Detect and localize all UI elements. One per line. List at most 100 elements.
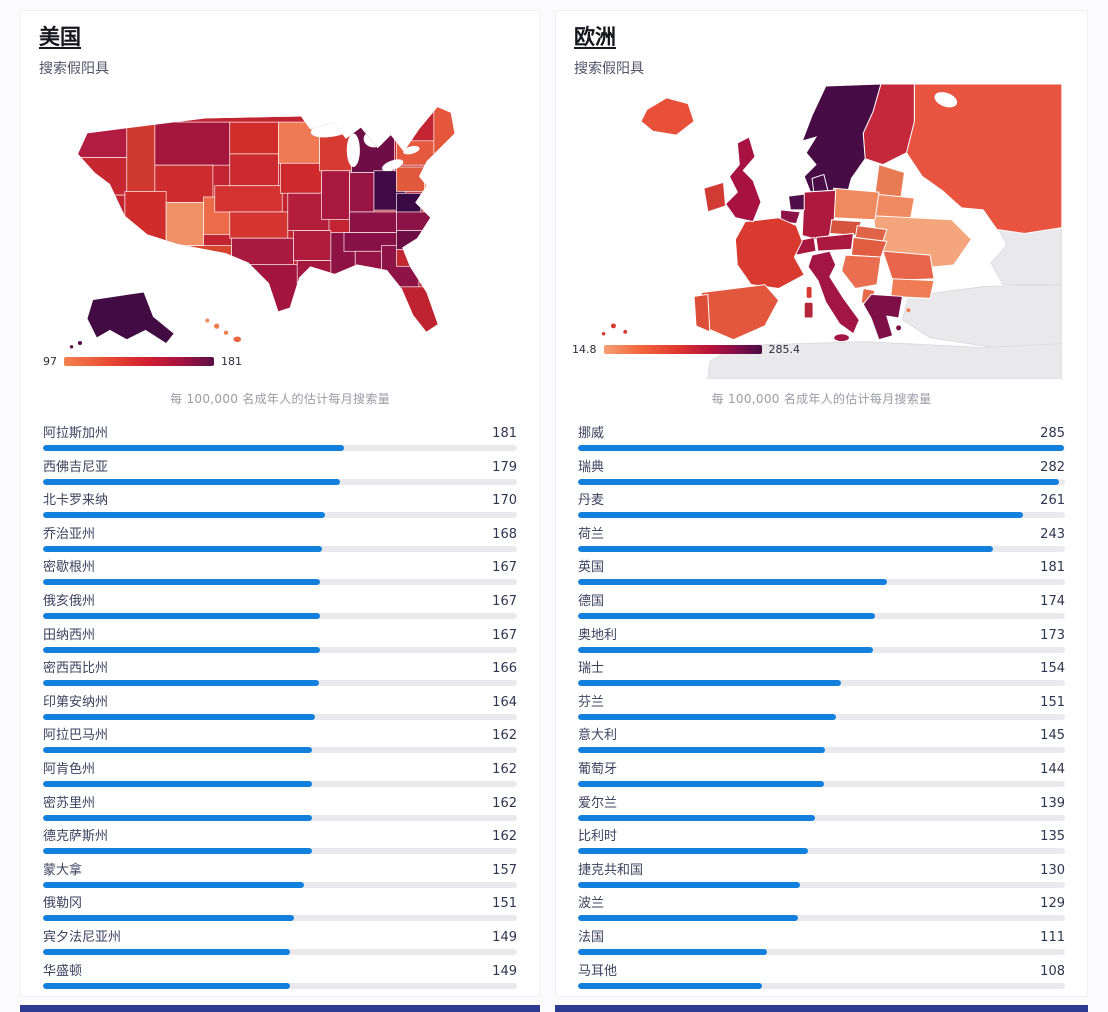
item-bar-track	[578, 747, 1065, 754]
item-label: 波兰	[578, 896, 605, 912]
item-value: 285	[1040, 426, 1065, 441]
item-value: 151	[492, 896, 517, 912]
list-item: 印第安纳州 164	[43, 694, 517, 728]
item-label: 西佛吉尼亚	[43, 459, 109, 475]
list-item: 波兰 129	[578, 895, 1065, 929]
item-bar-track	[578, 780, 1065, 787]
list-item: 瑞士 154	[578, 660, 1065, 694]
item-value: 111	[1040, 929, 1065, 945]
item-label: 英国	[578, 560, 605, 576]
list-item: 马耳他 108	[578, 963, 1065, 997]
item-bar-track	[43, 512, 517, 519]
item-bar-fill	[578, 848, 809, 855]
item-value: 167	[492, 560, 517, 576]
footer-strip-left	[20, 1005, 540, 1012]
item-bar-fill	[43, 915, 294, 922]
item-value: 282	[1040, 459, 1065, 475]
item-bar-fill	[578, 579, 887, 586]
list-item: 丹麦 261	[578, 492, 1065, 526]
item-label: 法国	[578, 929, 605, 945]
panel-europe-subtitle: 搜索假阳具	[574, 61, 644, 77]
item-label: 密歇根州	[43, 560, 96, 576]
item-bar-fill	[43, 948, 291, 955]
item-label: 爱尔兰	[578, 795, 618, 811]
list-item: 芬兰 151	[578, 694, 1065, 728]
item-bar-track	[578, 445, 1065, 451]
item-value: 162	[492, 829, 517, 845]
list-item: 北卡罗来纳 170	[43, 492, 517, 526]
hawaii-shape	[205, 318, 241, 343]
list-item: 蒙大拿 157	[43, 862, 517, 896]
item-bar-fill	[578, 612, 875, 619]
item-bar-fill	[578, 646, 874, 653]
item-value: 157	[492, 862, 517, 878]
item-label: 比利时	[578, 829, 618, 845]
item-bar-fill	[578, 478, 1060, 485]
item-value: 167	[492, 627, 517, 643]
item-bar-track	[578, 478, 1065, 485]
item-bar-track	[578, 612, 1065, 619]
item-bar-fill	[578, 713, 836, 720]
usa-choropleth-map: 97 181	[31, 84, 529, 376]
item-bar-track	[578, 713, 1065, 720]
item-value: 162	[492, 728, 517, 744]
item-bar-track	[43, 445, 517, 451]
item-label: 北卡罗来纳	[43, 493, 109, 509]
list-item: 瑞典 282	[578, 459, 1065, 493]
item-label: 阿拉巴马州	[43, 728, 109, 744]
item-label: 密西西比州	[43, 661, 109, 677]
item-bar-fill	[43, 680, 319, 687]
item-bar-track	[43, 780, 517, 787]
europe-map-svg	[601, 84, 1062, 379]
item-bar-fill	[43, 747, 313, 754]
item-label: 奥地利	[578, 627, 618, 643]
item-value: 129	[1040, 896, 1065, 912]
item-bar-fill	[43, 646, 321, 653]
panel-usa: 美国 搜索假阳具	[20, 10, 540, 998]
item-label: 蒙大拿	[43, 862, 83, 878]
item-bar-fill	[43, 512, 326, 519]
item-value: 181	[492, 426, 517, 441]
list-item: 乔治亚州 168	[43, 526, 517, 560]
list-item: 捷克共和国 130	[578, 862, 1065, 896]
item-bar-track	[578, 512, 1065, 519]
item-bar-track	[578, 680, 1065, 687]
item-bar-track	[578, 982, 1065, 989]
item-label: 意大利	[578, 728, 618, 744]
item-label: 葡萄牙	[578, 761, 618, 777]
list-item: 比利时 135	[578, 828, 1065, 862]
item-label: 密苏里州	[43, 795, 96, 811]
item-bar-fill	[578, 680, 841, 687]
item-bar-track	[43, 478, 517, 485]
item-bar-track	[43, 612, 517, 619]
list-item: 俄勒冈 151	[43, 895, 517, 929]
list-item: 密苏里州 162	[43, 795, 517, 829]
list-item: 密歇根州 167	[43, 559, 517, 593]
item-bar-fill	[43, 545, 323, 552]
usa-bar-list: 阿拉斯加州 181 西佛吉尼亚 179 北卡罗来纳 170 乔治亚州 168 密歇根州 167 俄亥…	[43, 425, 517, 996]
item-label: 田纳西州	[43, 627, 96, 643]
list-item: 英国 181	[578, 559, 1065, 593]
item-bar-track	[43, 881, 517, 888]
panel-europe: 欧洲 搜索假阳具	[555, 10, 1088, 998]
item-bar-track	[578, 881, 1065, 888]
item-value: 167	[492, 593, 517, 609]
item-bar-fill	[578, 747, 826, 754]
item-label: 德克萨斯州	[43, 829, 109, 845]
item-value: 179	[492, 459, 517, 475]
usa-legend-min: 97	[43, 355, 57, 368]
list-item: 奥地利 173	[578, 627, 1065, 661]
item-bar-track	[43, 982, 517, 989]
item-bar-fill	[43, 713, 316, 720]
alaska-shape	[69, 292, 174, 349]
europe-choropleth-map: 14.8 285.4	[566, 84, 1077, 379]
item-bar-track	[578, 948, 1065, 955]
footer-strip-right	[555, 1005, 1088, 1012]
item-label: 阿拉斯加州	[43, 426, 109, 441]
europe-map-caption: 每 100,000 名成年人的估计每月搜索量	[711, 392, 932, 406]
usa-map-legend: 97 181	[43, 355, 242, 368]
list-item: 西佛吉尼亚 179	[43, 459, 517, 493]
list-item: 田纳西州 167	[43, 627, 517, 661]
item-label: 瑞典	[578, 459, 605, 475]
